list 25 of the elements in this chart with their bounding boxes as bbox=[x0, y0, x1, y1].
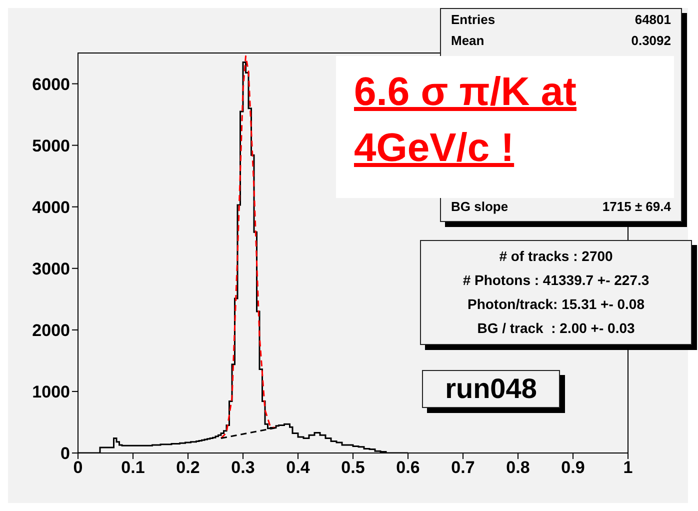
annotation: Photon/track: 15.31 +- 0.08 bbox=[466, 295, 646, 314]
y-tick-label: 6000 bbox=[32, 74, 70, 94]
x-tick-label: 0.2 bbox=[176, 458, 200, 478]
x-tick-label: 0.1 bbox=[121, 458, 145, 478]
line-series bbox=[220, 55, 277, 439]
annotation: # of tracks : 2700 bbox=[498, 247, 614, 266]
annotation: BG slope bbox=[451, 199, 508, 214]
annotation: # Photons : 41339.7 +- 227.3 bbox=[462, 271, 650, 290]
annotation: BG / track : 2.00 +- 0.03 bbox=[476, 319, 636, 338]
y-tick-label: 0 bbox=[60, 444, 70, 464]
x-tick-label: 0.7 bbox=[451, 458, 475, 478]
y-tick-label: 1000 bbox=[32, 382, 70, 402]
x-tick-label: 0.5 bbox=[341, 458, 365, 478]
y-tick-label: 4000 bbox=[32, 198, 70, 217]
x-tick-label: 0 bbox=[73, 458, 83, 478]
y-tick-label: 5000 bbox=[32, 136, 70, 156]
x-tick-label: 0.6 bbox=[396, 458, 420, 478]
x-tick-label: 0.3 bbox=[231, 458, 255, 478]
x-tick-label: 0.8 bbox=[506, 458, 530, 478]
y-tick-label: 2000 bbox=[32, 320, 70, 340]
x-tick-label: 0.4 bbox=[286, 458, 310, 478]
annotation: 1715 ± 69.4 bbox=[602, 199, 671, 214]
x-tick-label: 0.9 bbox=[561, 458, 585, 478]
y-tick-label: 3000 bbox=[32, 259, 70, 278]
x-tick-label: 1 bbox=[623, 458, 633, 478]
